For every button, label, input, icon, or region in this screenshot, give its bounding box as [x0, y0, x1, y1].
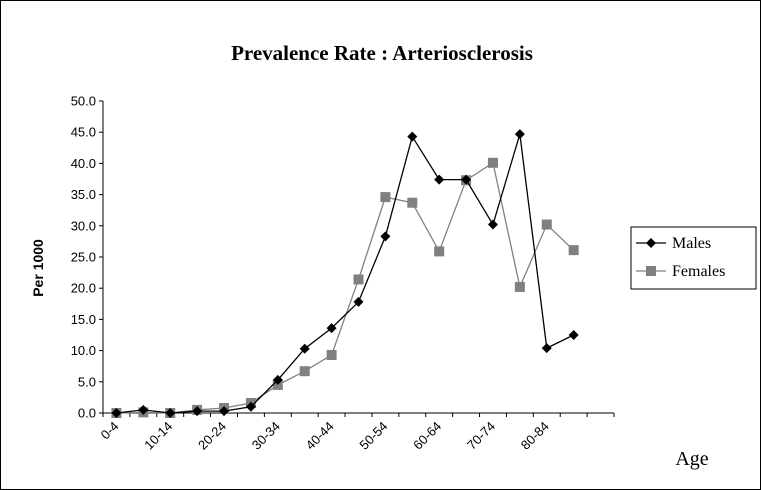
point-males — [487, 219, 498, 230]
point-males — [514, 129, 525, 140]
point-males — [407, 131, 418, 142]
x-tick-label: 10-14 — [141, 419, 175, 453]
x-tick-label: 20-24 — [195, 419, 229, 453]
point-females — [541, 219, 552, 230]
x-tick-label: 60-64 — [410, 419, 444, 453]
point-males — [434, 174, 445, 185]
point-males — [380, 231, 391, 242]
series-males — [111, 129, 579, 418]
legend-label-females: Females — [672, 263, 725, 280]
point-males — [111, 408, 122, 418]
legend-marker-males — [646, 238, 656, 248]
y-tick-label: 35.0 — [71, 187, 96, 202]
point-females — [353, 274, 364, 285]
point-males — [245, 401, 256, 412]
point-males — [272, 374, 283, 385]
point-males — [165, 408, 176, 418]
axes — [102, 101, 614, 414]
y-tick-label: 0.0 — [78, 406, 96, 421]
y-tick-label: 50.0 — [71, 94, 96, 109]
point-males — [192, 406, 203, 417]
point-males — [219, 406, 230, 417]
line-females — [116, 161, 575, 414]
y-tick-label: 10.0 — [71, 343, 96, 358]
x-axis-label: Age — [675, 448, 708, 470]
x-tick-label: 40-44 — [303, 419, 337, 453]
series-group — [111, 129, 579, 418]
x-tick-label: 50-54 — [356, 419, 390, 453]
x-tick-label: 0-4 — [98, 419, 122, 443]
point-females — [434, 246, 445, 257]
point-males — [541, 343, 552, 354]
point-females — [299, 366, 310, 377]
point-females — [514, 281, 525, 292]
point-males — [353, 296, 364, 307]
point-females — [407, 197, 418, 208]
x-tick-label: 80-84 — [518, 419, 552, 453]
y-tick-label: 30.0 — [71, 218, 96, 233]
y-tick-label: 45.0 — [71, 125, 96, 140]
point-females — [380, 192, 391, 203]
legend-label-males: Males — [672, 235, 711, 252]
point-males — [138, 404, 149, 415]
legend-box — [630, 226, 757, 290]
x-tick-label: 70-74 — [464, 419, 498, 453]
x-tick-label: 30-34 — [249, 419, 283, 453]
legend: Males Females — [630, 226, 757, 290]
point-males — [299, 343, 310, 354]
line-males — [116, 133, 574, 414]
chart-title: Prevalence Rate : Arteriosclerosis — [231, 41, 533, 65]
y-tick-label: 5.0 — [78, 374, 96, 389]
legend-marker-females — [646, 266, 656, 276]
y-ticks: 0.0 5.0 10.0 15.0 20.0 25.0 30.0 35.0 40.0 45.0 50… — [71, 94, 103, 421]
y-tick-label: 20.0 — [71, 281, 96, 296]
point-males — [461, 174, 472, 185]
y-axis-label: Per 1000 — [30, 239, 46, 297]
point-females — [568, 245, 579, 256]
point-females — [487, 157, 498, 168]
y-tick-label: 40.0 — [71, 156, 96, 171]
y-tick-label: 15.0 — [71, 312, 96, 327]
point-males — [568, 330, 579, 340]
point-females — [326, 349, 337, 360]
point-males — [326, 323, 337, 334]
x-ticks: 0-4 10-14 20-24 30-34 40-44 50-54 60-64 70-74 80… — [98, 413, 615, 453]
series-females — [111, 157, 579, 418]
y-tick-label: 25.0 — [71, 250, 96, 265]
